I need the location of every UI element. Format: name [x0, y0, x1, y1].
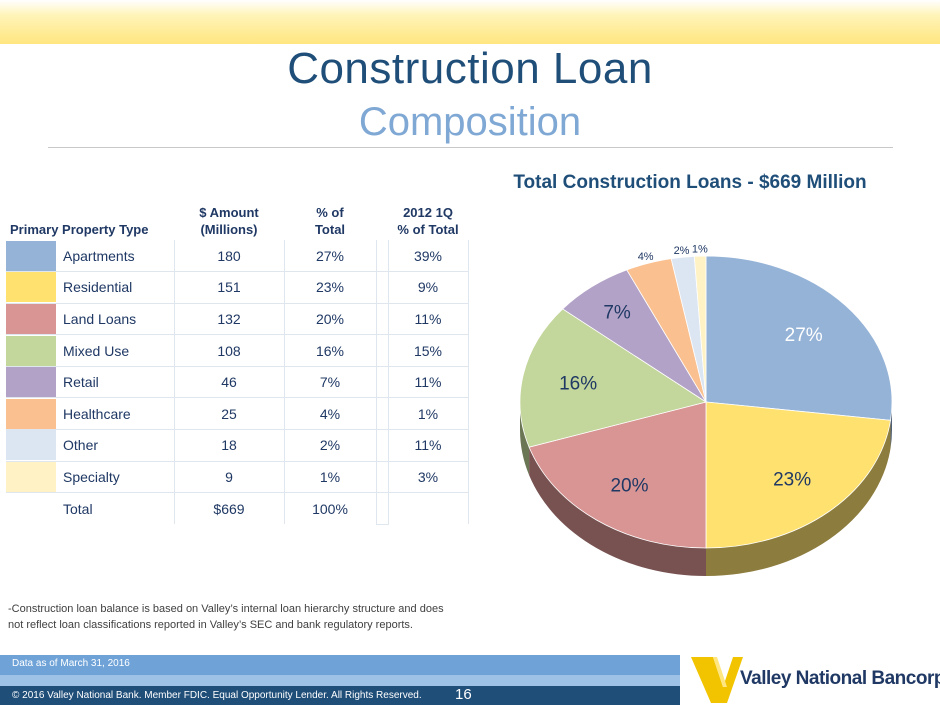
- property-type: Specialty: [56, 461, 174, 494]
- q1-2012-pct: 11%: [387, 429, 469, 462]
- property-type: Retail: [56, 366, 174, 399]
- pie-slice-mixed-use: [519, 308, 707, 448]
- logo-v-icon: [691, 657, 743, 703]
- table-row: Healthcare 25 4% 1%: [6, 397, 469, 431]
- pie-data-label: 1%: [692, 244, 708, 256]
- property-type: Mixed Use: [56, 334, 174, 367]
- color-swatch: [6, 366, 56, 399]
- color-swatch: [6, 271, 56, 304]
- loan-table: Primary Property Type $ Amount (Millions)…: [6, 202, 469, 525]
- amount: 180: [173, 240, 284, 273]
- amount: 132: [173, 303, 284, 336]
- pie-slice-side-residential: [706, 420, 891, 576]
- q1-2012-pct: 1%: [387, 397, 469, 431]
- pct-of-total: 7%: [283, 366, 376, 399]
- total-row: Total $669 100%: [6, 492, 469, 525]
- header-2012q1: 2012 1Q% of Total: [397, 205, 459, 237]
- page-number: 16: [455, 686, 472, 703]
- table-row: Other 18 2% 11%: [6, 429, 469, 462]
- footer-stripe: [0, 675, 680, 686]
- pie-data-label: 27%: [785, 325, 823, 346]
- chart-title: Total Construction Loans - $669 Million: [513, 172, 867, 193]
- pie-data-label: 4%: [638, 251, 654, 263]
- footnote: -Construction loan balance is based on V…: [8, 603, 444, 631]
- table-row: Residential 151 23% 9%: [6, 271, 469, 304]
- pie-data-label: 16%: [559, 373, 597, 394]
- pie-slice-side-mixed-use: [520, 402, 530, 476]
- pct-of-total: 2%: [283, 429, 376, 462]
- pct-of-total: 27%: [283, 240, 376, 273]
- q1-2012-pct: 11%: [387, 366, 469, 399]
- pie-data-label: 7%: [603, 303, 631, 324]
- page-subtitle: Composition: [358, 100, 582, 144]
- pie-data-label: 20%: [610, 475, 648, 496]
- pct-of-total: 1%: [283, 461, 376, 494]
- header-pct: % of Total: [314, 205, 346, 237]
- pie-data-label: 2%: [674, 245, 690, 257]
- pie-slice-specialty: [693, 255, 707, 403]
- total-amount: $669: [173, 492, 284, 525]
- amount: 108: [173, 334, 284, 367]
- data-as-of-text: Data as of March 31, 2016: [12, 658, 130, 669]
- header-property-type: Primary Property Type: [10, 222, 149, 237]
- pie-data-label: 23%: [773, 469, 811, 490]
- logo: [683, 655, 940, 705]
- pct-of-total: 4%: [283, 397, 376, 431]
- q1-2012-pct: 11%: [387, 303, 469, 336]
- property-type: Apartments: [56, 240, 174, 273]
- amount: 25: [173, 397, 284, 431]
- table-row: Apartments 180 27% 39%: [6, 240, 469, 273]
- pct-of-total: 20%: [283, 303, 376, 336]
- table-row: Land Loans 132 20% 11%: [6, 303, 469, 336]
- pie-slice-residential: [705, 401, 891, 549]
- pct-of-total: 16%: [283, 334, 376, 367]
- q1-2012-pct: 39%: [387, 240, 469, 273]
- amount: 46: [173, 366, 284, 399]
- color-swatch: [6, 240, 56, 273]
- table-row: Specialty 9 1% 3%: [6, 461, 469, 494]
- amount: 151: [173, 271, 284, 304]
- q1-2012-pct: 9%: [387, 271, 469, 304]
- pie-slice-land-loans: [528, 401, 707, 549]
- top-banner: [0, 0, 940, 44]
- amount: 9: [173, 461, 284, 494]
- data-as-of-bar: [0, 655, 680, 675]
- color-swatch: [6, 303, 56, 336]
- color-swatch: [6, 429, 56, 462]
- total-pct: 100%: [283, 492, 376, 525]
- logo-text: Valley National Bancorp®: [740, 668, 940, 689]
- pie-slice-apartments: [705, 255, 893, 421]
- property-type: Healthcare: [56, 397, 174, 431]
- property-type: Residential: [56, 271, 174, 304]
- footer-bar: [0, 686, 680, 705]
- total-label: Total: [63, 500, 93, 517]
- header-amount: $ Amount (Millions): [199, 205, 259, 237]
- page-title: Construction Loan: [287, 44, 653, 93]
- property-type: Other: [56, 429, 174, 462]
- pie-slice-side-land-loans: [529, 447, 706, 576]
- q1-2012-pct: 15%: [387, 334, 469, 367]
- color-swatch: [6, 334, 56, 367]
- color-swatch: [6, 461, 56, 494]
- color-swatch: [6, 397, 56, 431]
- q1-2012-pct: 3%: [387, 461, 469, 494]
- title-divider: [48, 147, 893, 148]
- table-row: Mixed Use 108 16% 15%: [6, 334, 469, 367]
- amount: 18: [173, 429, 284, 462]
- pct-of-total: 23%: [283, 271, 376, 304]
- property-type: Land Loans: [56, 303, 174, 336]
- copyright-text: © 2016 Valley National Bank. Member FDIC…: [12, 690, 422, 701]
- table-row: Retail 46 7% 11%: [6, 366, 469, 399]
